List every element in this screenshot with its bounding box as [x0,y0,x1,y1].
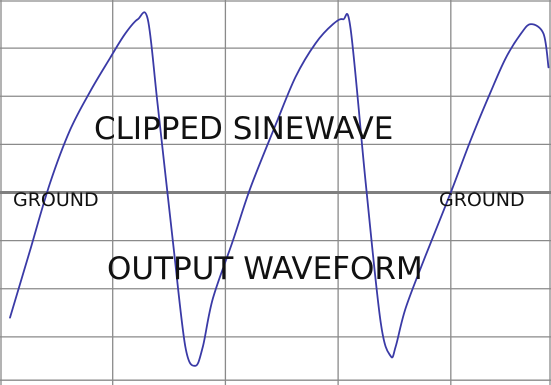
annotation-output-waveform: OUTPUT WAVEFORM [107,251,423,287]
annotation-ground-right: GROUND [439,189,525,211]
annotation-ground-left: GROUND [13,189,99,211]
annotation-clipped-sinewave: CLIPPED SINEWAVE [94,111,393,147]
series-line [9,11,550,367]
